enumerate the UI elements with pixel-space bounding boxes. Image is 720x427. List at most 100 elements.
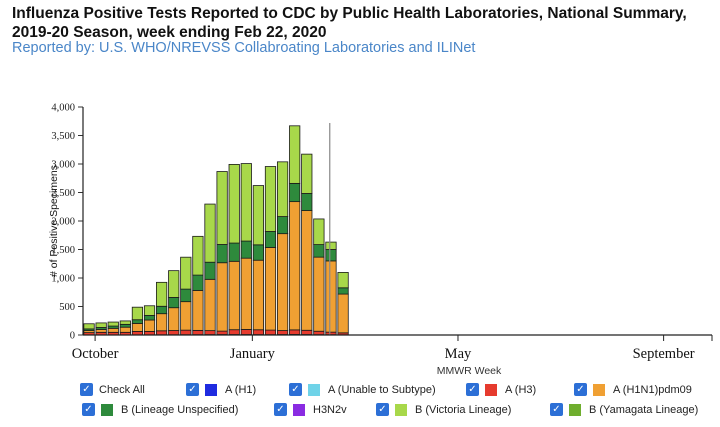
legend-item-a-h1[interactable]: ✓ A (H1) [186, 383, 256, 396]
checkbox-icon[interactable]: ✓ [186, 383, 199, 396]
bar-segment [192, 329, 204, 336]
x-tick-label: January [230, 346, 276, 362]
checkbox-icon[interactable]: ✓ [82, 403, 95, 416]
bar-segment [216, 262, 228, 332]
y-tick-label: 2,000 [51, 217, 75, 228]
y-tick-label: 500 [59, 302, 75, 313]
bar-segment [143, 319, 156, 332]
bar-segment [276, 330, 289, 335]
legend-swatch [569, 403, 581, 416]
bar-segment [168, 307, 180, 331]
legend-label: B (Yamagata Lineage) [589, 403, 699, 416]
bar-segment [325, 260, 337, 333]
bar-segment [168, 270, 180, 298]
bar-segment [289, 329, 301, 335]
legend-swatch [205, 383, 217, 396]
bar-segment [289, 182, 301, 203]
y-axis-label: # of Positive Specimens [48, 165, 60, 277]
legend-label: A (Unable to Subtype) [328, 383, 436, 396]
y-tick-label: 4,000 [51, 103, 75, 114]
bar-segment [240, 257, 252, 330]
bar-segment [180, 256, 192, 290]
bar-segment [276, 233, 289, 331]
checkbox-icon[interactable]: ✓ [574, 383, 587, 396]
legend-swatch [593, 383, 605, 396]
bar-segment [228, 260, 240, 331]
bar-segment [83, 323, 95, 330]
bar-segment [192, 235, 204, 276]
legend-check-all[interactable]: ✓ Check All [80, 383, 145, 396]
bar-segment [192, 290, 204, 331]
legend-item-h3n2v[interactable]: ✓ H3N2v [274, 403, 347, 416]
legend-item-b-victoria-lineage[interactable]: ✓ B (Victoria Lineage) [376, 403, 511, 416]
bar-segment [204, 261, 216, 280]
legend-row-2: ✓ B (Lineage Unspecified) ✓ H3N2v ✓ B (V… [80, 403, 720, 421]
legend-label: B (Victoria Lineage) [415, 403, 512, 416]
legend-item-b-lineage-unspecified[interactable]: ✓ B (Lineage Unspecified) [82, 403, 238, 416]
bar-segment [107, 327, 119, 333]
bar-segment [180, 288, 192, 303]
bar-segment [156, 330, 168, 336]
bar-segment [252, 185, 264, 246]
bar-segment [156, 281, 168, 307]
bar-segment [325, 241, 337, 250]
bar-segment [119, 323, 131, 328]
bar-segment [216, 330, 228, 335]
bar-segment [264, 329, 277, 336]
legend-swatch [101, 403, 113, 416]
bar-segment [252, 329, 264, 336]
legend-swatch [485, 383, 497, 396]
bar-segment [168, 330, 180, 336]
legend-label: Check All [99, 383, 145, 396]
bar-segment [131, 323, 144, 332]
legend-label: A (H1N1)pdm09 [613, 383, 692, 396]
x-axis-label: MMWR Week [437, 365, 502, 377]
bar-segment [180, 329, 192, 336]
y-tick-label: 2,500 [51, 188, 75, 199]
checkbox-icon[interactable]: ✓ [376, 403, 389, 416]
legend-item-a-h1n1pdm09[interactable]: ✓ A (H1N1)pdm09 [574, 383, 692, 396]
legend-row-1: ✓ Check All ✓ A (H1) ✓ A (Unable to Subt… [80, 383, 720, 401]
bar-segment [337, 287, 349, 295]
legend-label: H3N2v [313, 403, 347, 416]
bar-segment [216, 244, 228, 264]
bar-segment [131, 306, 144, 321]
bar-segment [337, 272, 349, 289]
legend-item-a-h3[interactable]: ✓ A (H3) [466, 383, 536, 396]
legend-swatch [308, 383, 320, 396]
x-tick-label: September [633, 346, 695, 362]
y-tick-label: 3,000 [51, 160, 75, 171]
bar-segment [131, 319, 144, 324]
bar-segment [313, 256, 325, 332]
bar-segment [313, 330, 325, 336]
bar-segment [168, 297, 180, 309]
chart-title: Influenza Positive Tests Reported to CDC… [12, 5, 687, 41]
chart-subtitle: Reported by: U.S. WHO/NREVSS Collabroati… [12, 40, 476, 56]
bar-segment [156, 305, 168, 315]
stacked-bar-chart: 0 500 1,000 1,500 2,000 2,500 3,000 3,500 4,000 #… [48, 103, 713, 377]
bar-segment [180, 301, 192, 331]
bar-segment [264, 231, 277, 248]
bar-segment [228, 329, 240, 335]
x-tick-label: May [445, 346, 472, 362]
checkbox-icon[interactable]: ✓ [550, 403, 563, 416]
y-tick-label: 3,500 [51, 131, 75, 142]
legend-label: B (Lineage Unspecified) [121, 403, 239, 416]
bar-segment [325, 249, 337, 262]
legend-label: A (H3) [505, 383, 537, 396]
y-tick-label: 1,500 [51, 245, 75, 256]
checkbox-icon[interactable]: ✓ [289, 383, 302, 396]
bar-segment [119, 320, 131, 325]
legend-item-a-unable-to-subtype[interactable]: ✓ A (Unable to Subtype) [289, 383, 436, 396]
bar-segment [301, 210, 313, 331]
bar-segment [264, 247, 277, 331]
legend-swatch [395, 403, 407, 416]
checkbox-icon[interactable]: ✓ [466, 383, 479, 396]
bar-segment [204, 330, 216, 336]
bar-segment [313, 244, 325, 258]
checkbox-icon[interactable]: ✓ [274, 403, 287, 416]
checkbox-icon[interactable]: ✓ [80, 383, 93, 396]
bar-segment [301, 329, 313, 335]
bar-segment [119, 326, 131, 333]
legend-item-b-yamagata-lineage[interactable]: ✓ B (Yamagata Lineage) [550, 403, 698, 416]
